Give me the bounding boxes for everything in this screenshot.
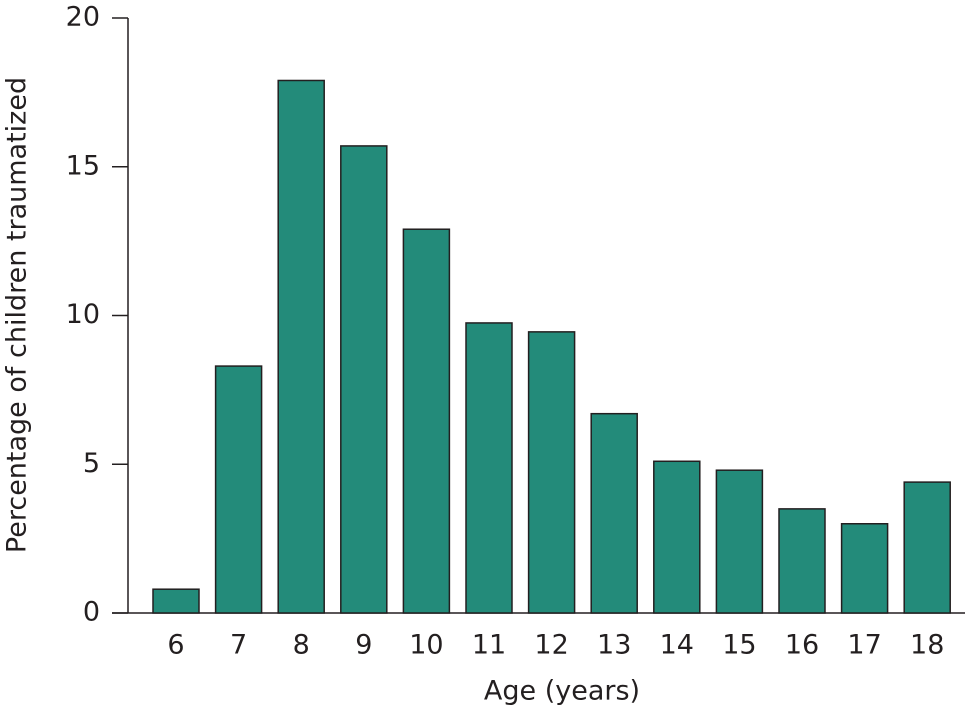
bar — [465, 322, 513, 614]
x-tick-label: 11 — [472, 630, 506, 661]
x-tick-label: 6 — [167, 630, 184, 661]
x-tick-label: 9 — [355, 630, 372, 661]
bar — [214, 365, 263, 614]
x-axis-label: Age (years) — [484, 676, 640, 707]
y-tick-label: 10 — [66, 299, 100, 330]
x-tick-label: 18 — [910, 630, 944, 661]
bar — [653, 460, 701, 614]
x-tick-label: 8 — [293, 630, 310, 661]
bar — [840, 523, 889, 614]
y-tick-label: 15 — [66, 150, 100, 181]
x-tick-label: 10 — [409, 630, 443, 661]
y-axis-label: Percentage of children traumatized — [2, 77, 33, 553]
x-tick-label: 16 — [785, 630, 819, 661]
y-tick-label: 20 — [66, 2, 100, 33]
bar — [590, 412, 638, 614]
bar — [903, 481, 951, 614]
x-tick-label: 12 — [534, 630, 568, 661]
y-tick-label: 5 — [83, 448, 100, 479]
bar — [527, 331, 576, 614]
x-tick-label: 17 — [847, 630, 881, 661]
bar — [778, 508, 826, 614]
bar — [277, 79, 325, 614]
x-tick-label: 7 — [230, 630, 247, 661]
bar — [402, 228, 451, 614]
bar — [340, 145, 388, 614]
bar — [715, 469, 764, 614]
y-tick-label: 0 — [83, 597, 100, 628]
x-tick-label: 15 — [722, 630, 756, 661]
bar — [152, 588, 200, 614]
x-tick-label: 13 — [597, 630, 631, 661]
x-tick-label: 14 — [660, 630, 694, 661]
